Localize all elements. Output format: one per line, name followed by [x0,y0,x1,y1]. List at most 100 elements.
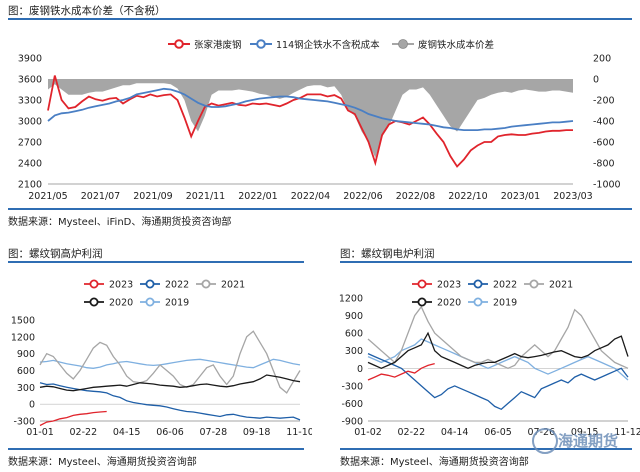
series-line-2022 [39,382,301,421]
x-tick-label: 06-06 [156,427,184,438]
x-tick-label: 2022/04 [291,191,330,202]
y-right-tick-label: -200 [593,96,615,107]
x-tick-label: 01-02 [354,427,382,438]
left-source-rule [8,448,304,450]
legend-label: 张家港废钢 [194,39,242,51]
series-line-2020 [39,374,301,392]
y-tick-label: 600 [17,366,35,377]
legend-label: 2021 [221,280,245,291]
series-area-price-spread [48,79,573,158]
x-tick-label: 2021/07 [81,191,120,202]
legend-marker [529,279,539,289]
x-tick-label: 2022/06 [343,191,382,202]
watermark-logo-icon [532,428,558,454]
y-tick-label: 300 [345,346,363,357]
x-tick-label: 09-18 [243,427,271,438]
series-line-2021 [367,305,629,370]
legend-marker [398,39,408,49]
y-right-tick-label: -800 [593,159,615,170]
legend-label: 2020 [109,298,133,309]
y-tick-label: 0 [357,364,363,375]
y-right-tick-label: -400 [593,117,615,128]
series-line-2022 [367,353,629,411]
legend-label: 2019 [493,298,517,309]
right-source-rule [340,448,632,450]
y-left-tick-label: 3300 [18,96,42,107]
y-tick-label: 900 [17,349,35,360]
y-tick-label: -300 [341,381,363,392]
y-tick-label: 300 [17,383,35,394]
right-chart-source: 数据来源：Mysteel、海通期货投资咨询部 [340,457,529,468]
legend-marker [145,279,155,289]
y-tick-label: 1200 [339,294,363,305]
x-tick-label: 2022/10 [448,191,487,202]
series-line-2019 [39,358,301,369]
top-chart-title: 图：废钢铁水成本价差（不含税） [8,5,166,17]
y-left-tick-label: 2100 [18,180,42,191]
watermark: 海通期货 [558,432,619,450]
legend-marker [89,279,99,289]
x-tick-label: 02-22 [398,427,426,438]
y-left-tick-label: 3900 [18,54,42,65]
legend-label: 2022 [165,280,189,291]
y-tick-label: 600 [345,329,363,340]
right-chart-title: 图：螺纹钢电炉利润 [340,248,435,260]
y-left-tick-label: 3000 [18,117,42,128]
x-tick-label: 2022/08 [396,191,435,202]
x-tick-label: 2021/05 [28,191,67,202]
series-line-2021 [39,330,301,394]
x-tick-label: 09-15 [571,427,599,438]
x-tick-label: 2022/01 [238,191,277,202]
legend-marker [174,39,184,49]
y-left-tick-label: 2400 [18,159,42,170]
series-line-2023 [39,410,107,427]
legend-marker [417,297,427,307]
series-line-hot-metal-cost [47,87,574,131]
top-source-rule [8,208,632,210]
legend-marker [256,39,266,49]
x-tick-label: 2023/01 [501,191,540,202]
right-title-rule [340,261,632,263]
y-tick-label: 1200 [11,332,35,343]
y-right-tick-label: 200 [593,54,611,65]
y-left-tick-label: 3600 [18,75,42,86]
legend-label: 2021 [549,280,573,291]
x-tick-label: 01-01 [26,427,54,438]
y-right-tick-label: -1000 [593,180,621,191]
legend-label: 2022 [493,280,517,291]
series-line-2023 [367,362,435,381]
y-tick-label: -900 [341,417,363,428]
x-tick-label: 11-12 [614,427,640,438]
top-chart-source: 数据来源：Mysteel、iFinD、海通期货投资咨询部 [8,217,232,228]
y-tick-label: -600 [341,399,363,410]
legend-label: 2019 [165,298,189,309]
series-line-2020 [367,331,629,370]
legend-label: 2023 [109,280,133,291]
top-title-rule [8,18,632,20]
legend-marker [201,279,211,289]
x-tick-label: 04-14 [441,427,469,438]
y-tick-label: 1500 [11,316,35,327]
y-tick-label: 900 [345,311,363,322]
legend-marker [145,297,155,307]
x-tick-label: 04-15 [113,427,141,438]
legend-label: 2020 [437,298,461,309]
y-tick-label: 0 [29,400,35,411]
legend-marker [473,279,483,289]
y-left-tick-label: 2700 [18,138,42,149]
legend-label: 114钢企铁水不含税成本 [276,39,380,51]
x-tick-label: 2021/09 [133,191,172,202]
legend-label: 2023 [437,280,461,291]
y-right-tick-label: 0 [593,75,599,86]
x-tick-label: 06-05 [484,427,512,438]
x-tick-label: 07-28 [200,427,228,438]
legend-marker [89,297,99,307]
top-chart: 3900 3600 3300 3000 2700 2400 2100 200 0 -200 -400… [18,39,621,202]
y-right-tick-label: -600 [593,138,615,149]
series-line-zhangjiagang-scrap [47,75,573,168]
legend-marker [473,297,483,307]
x-tick-label: 02-22 [70,427,98,438]
legend-label: 废钢铁水成本价差 [418,39,494,51]
